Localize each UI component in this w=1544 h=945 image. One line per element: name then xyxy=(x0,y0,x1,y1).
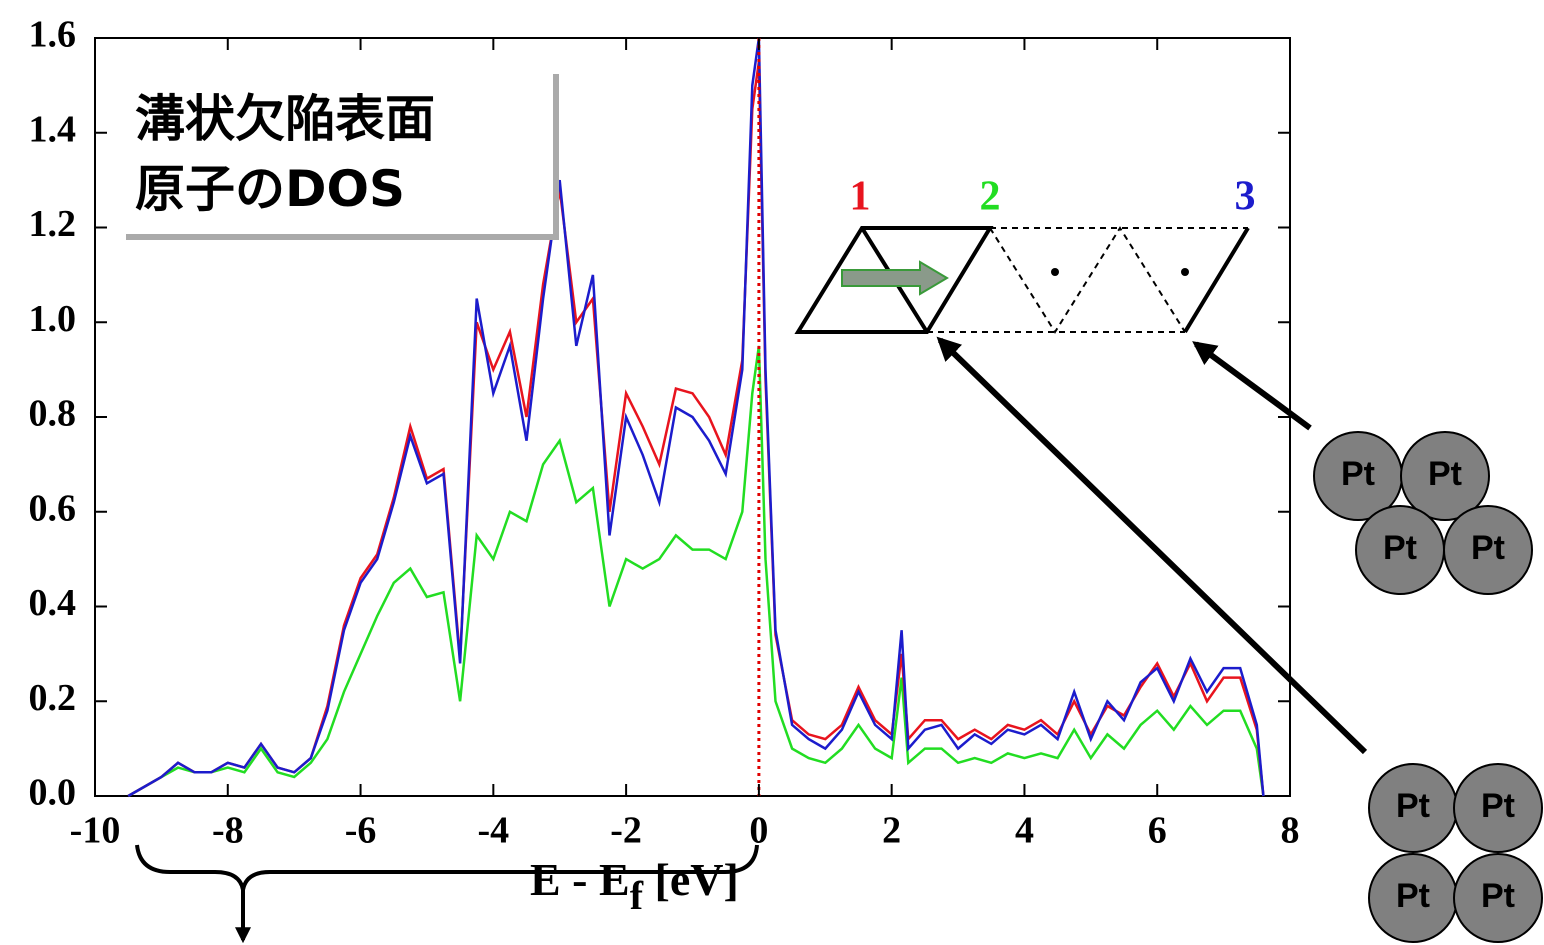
site-labels: 1 2 3 xyxy=(850,174,1256,220)
atom xyxy=(1453,763,1543,853)
solid-edge xyxy=(1183,226,1250,334)
x-tick-label: 2 xyxy=(882,810,901,852)
x-axis-label: E - Ef [eV] xyxy=(530,854,739,918)
y-tick-label: 1.4 xyxy=(29,108,77,150)
series-line xyxy=(127,37,1265,798)
y-tick-label: 0.0 xyxy=(29,772,77,814)
atom-label: Pt xyxy=(1481,787,1515,825)
site-label: 1 xyxy=(850,174,871,220)
atom-label: Pt xyxy=(1471,529,1505,567)
x-label-unit: [eV] xyxy=(643,854,739,905)
atom-label: Pt xyxy=(1341,455,1375,493)
series-group xyxy=(127,37,1265,798)
dashed-cell xyxy=(927,226,1248,334)
x-label-text: E - E xyxy=(530,854,630,905)
atom xyxy=(1443,505,1533,595)
y-tick-label: 1.2 xyxy=(29,203,77,245)
box-line: 原子のDOS xyxy=(135,160,405,218)
atom-label: Pt xyxy=(1428,455,1462,493)
site-label: 3 xyxy=(1235,174,1256,220)
x-tick-label: 0 xyxy=(749,810,768,852)
pointer-arrow xyxy=(1192,341,1312,431)
site-dot xyxy=(1051,268,1059,276)
text-box xyxy=(120,68,553,234)
atom-label: Pt xyxy=(1396,787,1430,825)
x-tick-label: -4 xyxy=(478,810,510,852)
atom-label: Pt xyxy=(1481,877,1515,915)
pointer-arrow xyxy=(936,336,1368,755)
atom xyxy=(1453,853,1543,943)
box-line: 溝状欠陥表面 xyxy=(135,90,435,148)
atom-label: Pt xyxy=(1383,529,1417,567)
y-tick-label: 0.6 xyxy=(29,487,77,529)
atom xyxy=(1400,431,1490,521)
y-tick-label: 0.4 xyxy=(29,582,77,624)
y-tick-label: 1.6 xyxy=(29,14,77,56)
y-tick-label: 1.0 xyxy=(29,298,77,340)
x-label-sub: f xyxy=(630,873,644,918)
x-tick-label: 4 xyxy=(1015,810,1034,852)
x-tick-label: -8 xyxy=(212,810,244,852)
x-tick-label: 8 xyxy=(1281,810,1300,852)
x-tick-label: -10 xyxy=(70,810,121,852)
x-tick-label: -2 xyxy=(610,810,642,852)
x-tick-label: -6 xyxy=(345,810,377,852)
move-arrow xyxy=(841,260,949,296)
y-tick-label: 0.2 xyxy=(29,677,77,719)
atom-label: Pt xyxy=(1396,877,1430,915)
series-line xyxy=(127,345,1265,798)
lattice-diagram xyxy=(794,226,1250,334)
site-label: 2 xyxy=(980,174,1001,220)
x-tick-label: 6 xyxy=(1148,810,1167,852)
y-tick-label: 0.8 xyxy=(29,393,77,435)
site-dot xyxy=(1181,268,1189,276)
